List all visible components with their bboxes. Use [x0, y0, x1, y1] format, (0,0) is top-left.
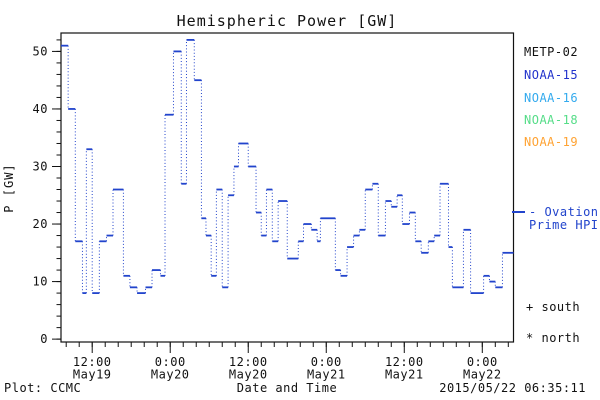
y-tick-label: 20	[33, 217, 48, 231]
asterisk-marker-icon: *	[526, 331, 534, 345]
x-tick-date-label: May21	[385, 368, 424, 382]
data-line-ovation-prime-hpi	[61, 39, 514, 294]
y-axis-ticks: 0 10 20 30 40 50	[33, 39, 61, 346]
x-axis-ticks: 12:00May190:00May2012:00May200:00May2112…	[65, 342, 509, 382]
x-tick-date-label: May22	[463, 368, 502, 382]
ovation-line-sample	[512, 211, 525, 213]
legend-marker-south: + south	[526, 300, 581, 314]
x-axis-label: Date and Time	[236, 381, 338, 395]
x-tick-date-label: May21	[307, 368, 346, 382]
chart-title: Hemispheric Power [GW]	[176, 12, 398, 30]
y-tick-label: 40	[33, 102, 48, 116]
legend-marker-north: * north	[526, 331, 581, 345]
x-tick-date-label: May19	[73, 368, 112, 382]
plus-marker-icon: +	[526, 300, 534, 314]
x-tick-time-label: 12:00	[73, 355, 112, 369]
x-tick-time-label: 0:00	[155, 355, 186, 369]
legend-ovation-prime-hpi: - Ovation Prime HPI	[529, 205, 599, 232]
legend-item-noaa-18: NOAA-18	[524, 113, 579, 127]
x-tick-time-label: 12:00	[229, 355, 268, 369]
x-tick-time-label: 0:00	[311, 355, 342, 369]
x-tick-date-label: May20	[229, 368, 268, 382]
x-tick-time-label: 0:00	[467, 355, 498, 369]
legend-item-metp-02: METP-02	[524, 45, 579, 59]
x-tick-time-label: 12:00	[385, 355, 424, 369]
plot-credit: Plot: CCMC	[4, 381, 82, 395]
y-tick-label: 50	[33, 44, 48, 58]
y-tick-label: 10	[33, 275, 48, 289]
plot-timestamp: 2015/05/22 06:35:11	[439, 381, 586, 395]
x-tick-date-label: May20	[151, 368, 190, 382]
legend-item-noaa-15: NOAA-15	[524, 68, 579, 82]
legend-item-noaa-16: NOAA-16	[524, 91, 579, 105]
y-tick-label: 0	[40, 332, 48, 346]
y-axis-label: P [GW]	[2, 163, 16, 213]
legend-item-noaa-19: NOAA-19	[524, 135, 579, 149]
plot-frame	[60, 32, 515, 343]
y-tick-label: 30	[33, 159, 48, 173]
